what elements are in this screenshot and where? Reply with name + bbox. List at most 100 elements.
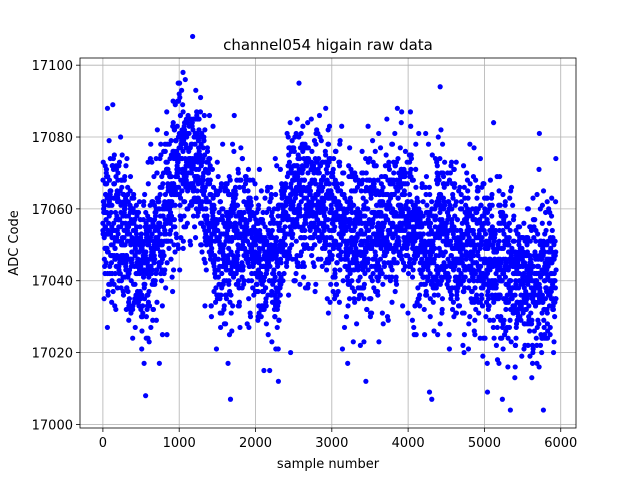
data-point	[343, 227, 349, 234]
data-point	[108, 260, 115, 266]
data-point	[494, 263, 500, 269]
data-point	[480, 285, 486, 291]
data-point	[434, 163, 440, 169]
data-point	[278, 260, 284, 266]
data-point	[217, 199, 224, 205]
data-point	[543, 209, 549, 216]
data-point	[337, 159, 343, 165]
data-point	[386, 159, 392, 165]
data-point	[446, 346, 452, 352]
outlier-point	[296, 80, 302, 86]
data-point	[250, 285, 256, 291]
data-point	[352, 242, 358, 248]
data-point	[532, 256, 539, 262]
data-point	[363, 199, 369, 205]
data-point	[190, 213, 197, 219]
data-point	[146, 303, 153, 309]
data-point	[544, 306, 550, 313]
data-point	[110, 288, 116, 295]
data-point	[210, 213, 216, 219]
data-point	[182, 199, 188, 205]
data-point	[241, 199, 247, 205]
data-point	[306, 199, 312, 205]
data-point	[531, 328, 537, 334]
data-point	[146, 288, 152, 295]
data-point	[512, 292, 518, 298]
data-point	[259, 256, 265, 262]
data-point	[508, 184, 515, 190]
data-point	[293, 238, 299, 244]
data-point	[210, 123, 216, 129]
data-point	[218, 181, 225, 187]
data-point	[326, 181, 332, 187]
data-point	[540, 407, 547, 413]
data-point	[139, 346, 145, 352]
data-point	[190, 33, 196, 40]
data-point	[213, 285, 219, 291]
data-point	[324, 296, 330, 302]
data-point	[168, 227, 174, 234]
outlier-point	[104, 105, 111, 111]
data-point	[544, 321, 551, 327]
data-point	[539, 349, 545, 356]
data-point	[292, 278, 298, 284]
data-point	[477, 155, 483, 162]
data-point	[207, 242, 214, 248]
data-point	[289, 242, 295, 248]
data-point	[150, 317, 156, 323]
data-point	[487, 227, 493, 234]
data-point	[421, 306, 427, 313]
data-point	[338, 249, 344, 255]
data-point	[377, 199, 383, 205]
data-point	[143, 314, 149, 320]
data-point	[182, 170, 188, 176]
data-point	[168, 238, 174, 244]
data-point	[187, 242, 194, 248]
data-point	[142, 281, 148, 287]
data-point	[523, 263, 530, 269]
data-point	[230, 303, 236, 309]
data-point	[238, 145, 244, 151]
outlier-point	[536, 130, 542, 137]
data-point	[400, 206, 406, 212]
data-point	[331, 213, 337, 219]
data-point	[445, 213, 452, 219]
data-point	[272, 314, 278, 320]
data-point	[106, 220, 112, 226]
data-point	[318, 138, 324, 144]
data-point	[438, 278, 445, 284]
data-point	[269, 339, 275, 345]
data-point	[160, 181, 166, 187]
data-point	[446, 332, 452, 338]
data-point	[262, 285, 269, 291]
data-point	[326, 123, 333, 129]
data-point	[404, 181, 410, 187]
data-point	[109, 278, 115, 284]
data-point	[235, 170, 242, 176]
data-point	[533, 278, 540, 284]
data-point	[305, 281, 311, 287]
data-point	[409, 235, 415, 241]
data-point	[385, 191, 391, 198]
data-point	[228, 292, 234, 298]
data-point	[170, 288, 176, 295]
data-point	[292, 170, 298, 176]
data-point	[227, 177, 233, 183]
data-point	[340, 278, 346, 284]
data-point	[365, 123, 371, 129]
data-point	[253, 256, 259, 262]
data-point	[216, 209, 222, 216]
data-point	[459, 252, 466, 259]
data-point	[410, 267, 416, 273]
data-point	[246, 206, 252, 212]
data-point	[290, 231, 296, 237]
data-point	[156, 199, 162, 205]
data-point	[347, 270, 353, 277]
data-point	[319, 263, 325, 269]
data-point	[191, 199, 198, 205]
data-point	[297, 281, 303, 287]
data-point	[388, 191, 394, 198]
data-point	[154, 127, 160, 133]
data-point	[552, 314, 558, 320]
data-point	[472, 332, 478, 338]
